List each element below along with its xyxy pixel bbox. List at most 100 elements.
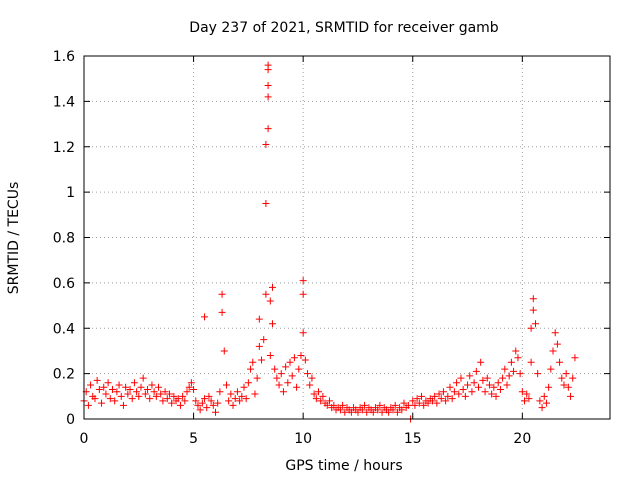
data-point <box>472 367 480 375</box>
data-point <box>214 399 222 407</box>
data-point <box>273 374 281 382</box>
data-point <box>253 374 261 382</box>
data-point <box>492 392 500 400</box>
data-point <box>293 383 301 391</box>
data-point <box>527 358 535 366</box>
data-point <box>428 397 436 405</box>
data-point <box>299 329 307 337</box>
data-point <box>424 399 432 407</box>
data-point <box>240 383 248 391</box>
data-point <box>262 290 270 298</box>
data-point <box>218 290 226 298</box>
data-point <box>319 392 327 400</box>
data-point <box>558 374 566 382</box>
data-point <box>531 320 539 328</box>
data-point <box>536 397 544 405</box>
data-point <box>108 386 116 394</box>
data-point <box>418 392 426 400</box>
data-point <box>378 408 386 416</box>
data-point <box>179 392 187 400</box>
data-point <box>325 397 333 405</box>
data-point <box>479 376 487 384</box>
data-point <box>264 66 272 74</box>
data-point <box>133 388 141 396</box>
data-point <box>400 399 408 407</box>
data-point <box>122 383 130 391</box>
data-point <box>260 336 268 344</box>
data-point <box>176 401 184 409</box>
y-tick-label: 1.4 <box>53 94 75 110</box>
data-point <box>100 383 108 391</box>
data-point <box>369 408 377 416</box>
data-point <box>560 381 568 389</box>
data-point <box>190 386 198 394</box>
data-point <box>266 297 274 305</box>
data-point <box>113 388 121 396</box>
data-point <box>236 397 244 405</box>
data-point <box>297 351 305 359</box>
data-point <box>415 399 423 407</box>
y-axis-label: SRMTID / TECUs <box>6 182 22 295</box>
data-point <box>126 386 134 394</box>
data-point <box>185 383 193 391</box>
data-point <box>542 399 550 407</box>
data-point <box>144 386 152 394</box>
y-tick-label: 1.6 <box>53 49 75 65</box>
data-point <box>411 401 419 409</box>
data-point <box>435 390 443 398</box>
data-point <box>549 347 557 355</box>
data-point <box>212 408 219 416</box>
data-point <box>490 383 498 391</box>
y-tick-label: 0.4 <box>53 321 75 337</box>
data-point <box>207 397 215 405</box>
data-point <box>437 395 445 403</box>
data-point <box>306 381 314 389</box>
data-point <box>464 381 472 389</box>
data-point <box>290 354 298 362</box>
data-point <box>481 388 489 396</box>
data-point <box>286 358 294 366</box>
data-point <box>317 397 325 405</box>
data-point <box>510 367 518 375</box>
data-point <box>315 388 323 396</box>
data-point <box>341 408 349 416</box>
data-point <box>534 370 542 378</box>
data-point <box>553 340 561 348</box>
data-point <box>262 140 270 148</box>
data-point <box>295 365 303 373</box>
data-point <box>159 397 167 405</box>
data-point <box>499 374 507 382</box>
x-tick-label: 10 <box>294 431 312 447</box>
data-point <box>477 358 485 366</box>
data-point <box>485 381 493 389</box>
data-point <box>141 390 149 398</box>
x-tick-labels: 0 5 10 15 20 <box>80 431 532 447</box>
data-point <box>119 401 127 409</box>
data-point <box>409 397 417 405</box>
data-point <box>488 390 496 398</box>
data-point <box>231 395 239 403</box>
data-point <box>420 401 428 409</box>
data-point <box>398 406 406 414</box>
data-point <box>201 395 209 403</box>
data-point <box>330 401 338 409</box>
data-point <box>556 358 564 366</box>
data-point <box>157 390 165 398</box>
data-point <box>529 306 537 314</box>
data-point <box>163 395 171 403</box>
data-point <box>431 392 439 400</box>
data-point <box>165 390 173 398</box>
data-point <box>518 388 526 396</box>
data-point <box>192 397 200 405</box>
data-point <box>130 379 138 387</box>
data-point <box>218 308 226 316</box>
data-point <box>446 383 454 391</box>
data-point <box>238 392 246 400</box>
data-point <box>540 392 548 400</box>
data-point <box>448 395 456 403</box>
data-point <box>312 395 320 403</box>
data-point <box>284 379 292 387</box>
data-point <box>496 386 504 394</box>
y-tick-label: 0 <box>66 412 75 428</box>
data-point <box>564 383 572 391</box>
